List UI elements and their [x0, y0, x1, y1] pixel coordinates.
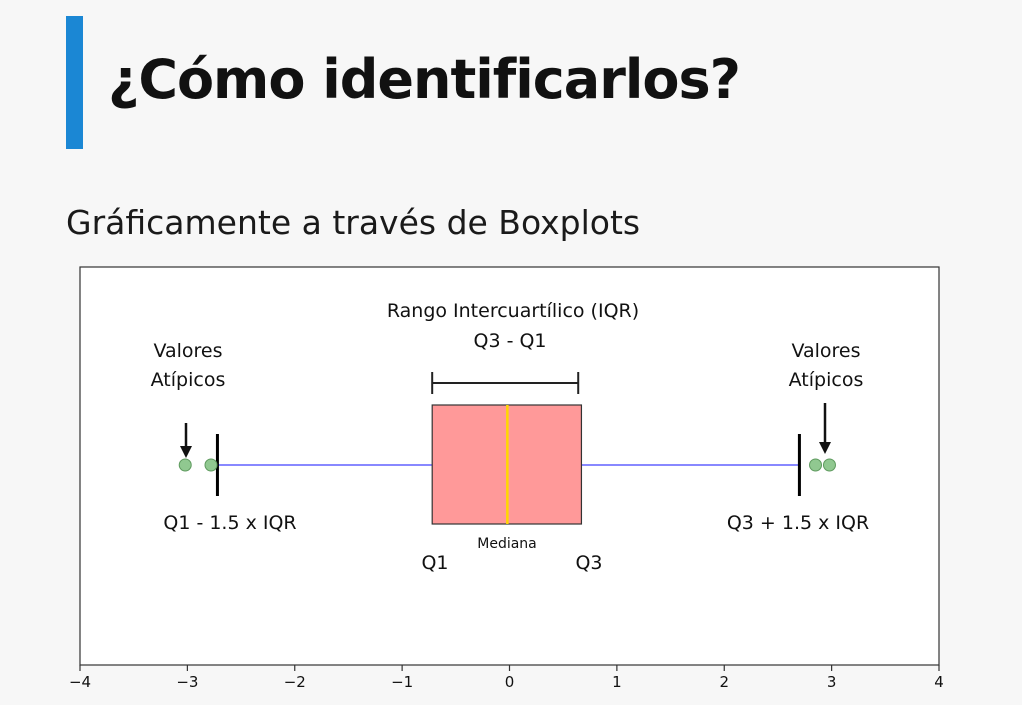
x-tick-label: 3 [827, 673, 837, 691]
x-tick-label: −4 [69, 673, 91, 691]
iqr-formula-label: Q3 - Q1 [473, 330, 546, 352]
median-label: Mediana [477, 536, 537, 552]
x-tick-label: 1 [612, 673, 622, 691]
outlier-point [809, 458, 823, 472]
outlier-point [204, 458, 218, 472]
x-axis: −4 −3 −2 −1 0 1 2 3 4 [69, 665, 944, 691]
outliers-right-label-line2: Atípicos [789, 369, 864, 391]
outlier-arrow-left [180, 423, 192, 458]
slide-subtitle: Gráficamente a través de Boxplots [66, 203, 641, 242]
x-tick-label: −1 [391, 673, 413, 691]
x-tick-label: 4 [934, 673, 944, 691]
x-tick-label: −2 [284, 673, 306, 691]
x-tick-label: −3 [176, 673, 198, 691]
outlier-point [178, 458, 192, 472]
outliers [178, 458, 836, 472]
x-tick-label: 2 [719, 673, 729, 691]
upper-fence-label: Q3 + 1.5 x IQR [727, 512, 869, 534]
slide-title: ¿Cómo identificarlos? [108, 48, 741, 111]
outlier-point [822, 458, 836, 472]
iqr-label: Rango Intercuartílico (IQR) [387, 300, 639, 322]
q1-label: Q1 [421, 552, 448, 574]
outliers-left-label-line2: Atípicos [151, 369, 226, 391]
outlier-arrow-right [819, 403, 831, 454]
accent-bar [66, 16, 83, 149]
lower-fence-label: Q1 - 1.5 x IQR [163, 512, 296, 534]
outliers-right-label-line1: Valores [791, 340, 860, 362]
iqr-bracket [431, 372, 580, 394]
outliers-left-label-line1: Valores [153, 340, 222, 362]
q3-label: Q3 [575, 552, 602, 574]
x-tick-label: 0 [505, 673, 515, 691]
